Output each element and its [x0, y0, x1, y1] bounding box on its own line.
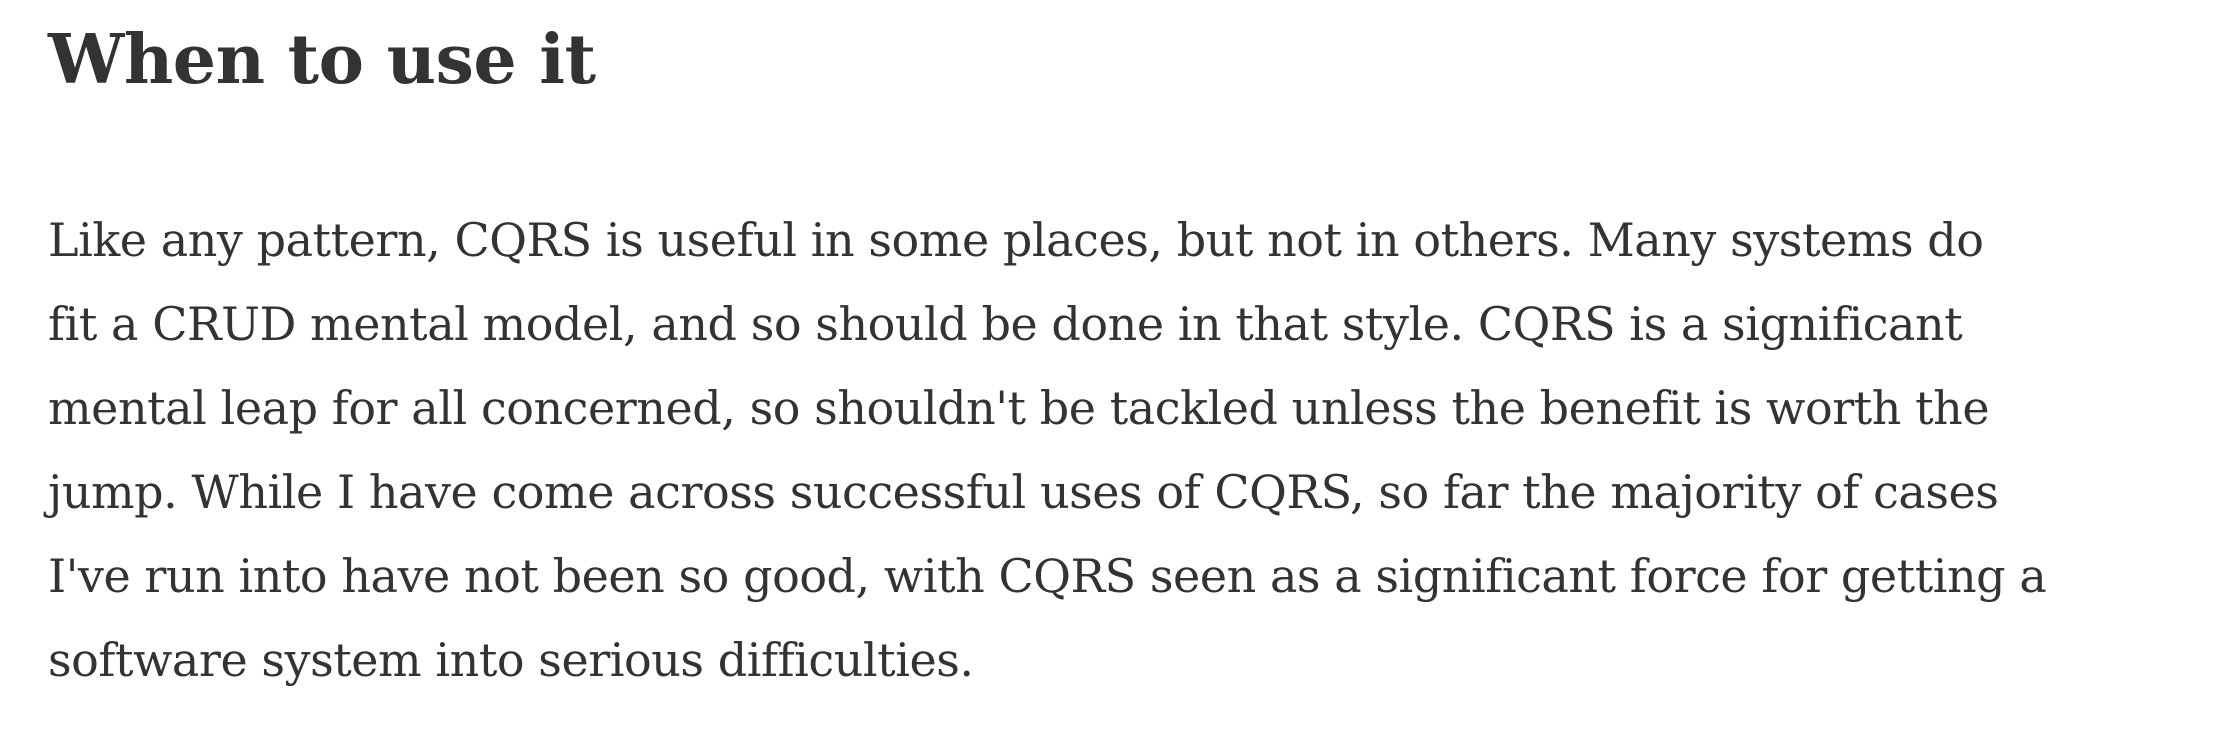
section-heading: When to use it: [48, 20, 596, 100]
article-section: When to use it Like any pattern, CQRS is…: [48, 0, 2198, 702]
body-paragraph: Like any pattern, CQRS is useful in some…: [48, 198, 2198, 702]
paragraph-line: mental leap for all concerned, so should…: [48, 381, 1990, 435]
paragraph-line: I've run into have not been so good, wit…: [48, 549, 2047, 603]
paragraph-line: software system into serious difficultie…: [48, 633, 974, 687]
paragraph-line: jump. While I have come across successfu…: [48, 465, 1999, 519]
paragraph-line: fit a CRUD mental model, and so should b…: [48, 297, 1963, 351]
paragraph-line: Like any pattern, CQRS is useful in some…: [48, 213, 1984, 267]
